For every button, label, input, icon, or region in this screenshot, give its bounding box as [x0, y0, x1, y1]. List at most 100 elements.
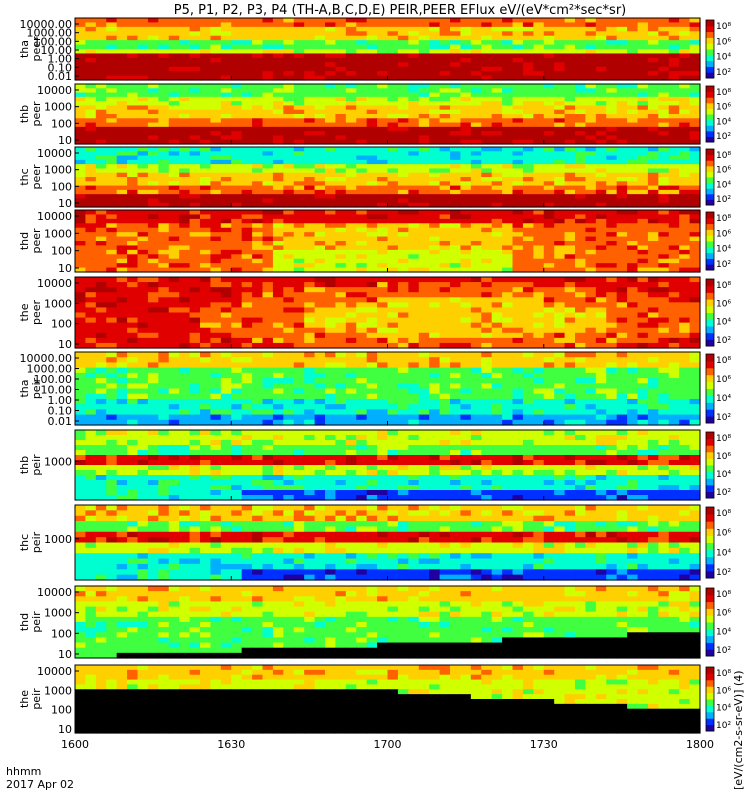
heatmap-cell: [220, 258, 232, 264]
heatmap-cell: [658, 101, 670, 107]
heatmap-cell: [460, 202, 472, 208]
heatmap-cell: [658, 35, 670, 41]
heatmap-cell: [75, 292, 87, 298]
heatmap-cell: [345, 40, 357, 46]
heatmap-cell: [137, 189, 149, 195]
heatmap-cell: [220, 393, 232, 400]
heatmap-cell: [366, 139, 378, 145]
heatmap-cell: [137, 101, 149, 107]
heatmap-cell: [356, 362, 368, 369]
heatmap-cell: [627, 287, 639, 293]
heatmap-cell: [210, 322, 222, 329]
heatmap-cell: [418, 317, 430, 324]
heatmap-cell: [595, 88, 607, 94]
heatmap-cell: [314, 202, 326, 208]
heatmap-cell: [397, 155, 409, 161]
heatmap-cell: [512, 352, 524, 358]
heatmap-cell: [450, 198, 462, 204]
heatmap-cell: [95, 245, 107, 251]
heatmap-cell: [85, 322, 97, 329]
heatmap-cell: [429, 297, 441, 303]
heatmap-cell: [356, 241, 368, 247]
heatmap-cell: [470, 151, 482, 157]
heatmap-cell: [595, 378, 607, 384]
heatmap-cell: [147, 297, 159, 303]
heatmap-cell: [179, 198, 191, 204]
heatmap-cell: [606, 398, 618, 405]
heatmap-cell: [450, 18, 462, 24]
heatmap-cell: [75, 317, 87, 324]
heatmap-cell: [283, 254, 295, 260]
panel-species-label: peer: [30, 164, 43, 190]
heatmap-cell: [106, 337, 118, 344]
heatmap-cell: [668, 227, 680, 233]
heatmap-cell: [585, 88, 597, 94]
heatmap-cell: [75, 35, 87, 41]
heatmap-cell: [533, 287, 545, 293]
heatmap-cell: [304, 210, 316, 216]
heatmap-cell: [606, 227, 618, 233]
heatmap-cell: [147, 245, 159, 251]
heatmap-cell: [168, 147, 180, 152]
heatmap-cell: [377, 114, 389, 119]
heatmap-cell: [502, 210, 514, 216]
heatmap-cell: [418, 40, 430, 46]
heatmap-cell: [397, 287, 409, 293]
heatmap-cell: [543, 367, 555, 374]
heatmap-cell: [418, 35, 430, 41]
heatmap-cell: [220, 372, 232, 379]
heatmap-cell: [283, 227, 295, 233]
heatmap-cell: [95, 322, 107, 329]
heatmap-cell: [522, 172, 534, 178]
heatmap-cell: [241, 312, 253, 319]
heatmap-cell: [210, 88, 222, 94]
heatmap-cell: [470, 232, 482, 238]
heatmap-cell: [95, 122, 107, 128]
heatmap-cell: [106, 159, 118, 165]
heatmap-cell: [116, 151, 128, 157]
heatmap-cell: [231, 352, 243, 358]
heatmap-cell: [189, 147, 201, 152]
heatmap-cell: [168, 126, 180, 132]
heatmap-cell: [210, 22, 222, 28]
heatmap-cell: [429, 75, 441, 81]
heatmap-cell: [356, 388, 368, 395]
heatmap-cell: [116, 327, 128, 334]
heatmap-cell: [335, 71, 347, 77]
heatmap-cell: [658, 57, 670, 63]
heatmap-cell: [689, 135, 701, 141]
heatmap-cell: [460, 198, 472, 204]
heatmap-cell: [293, 159, 305, 165]
heatmap-cell: [168, 218, 180, 224]
heatmap-cell: [304, 101, 316, 107]
heatmap-cell: [543, 236, 555, 242]
heatmap-cell: [158, 49, 170, 55]
heatmap-cell: [460, 62, 472, 68]
heatmap-cell: [481, 263, 493, 269]
heatmap-cell: [147, 357, 159, 364]
heatmap-cell: [220, 317, 232, 324]
heatmap-cell: [533, 393, 545, 400]
heatmap-cell: [533, 40, 545, 46]
heatmap-cell: [647, 202, 659, 208]
heatmap-cell: [179, 101, 191, 107]
heatmap-cell: [522, 398, 534, 405]
heatmap-cell: [137, 164, 149, 170]
heatmap-cell: [429, 92, 441, 98]
heatmap-cell: [210, 114, 222, 119]
heatmap-cell: [533, 227, 545, 233]
heatmap-cell: [106, 302, 118, 309]
heatmap-cell: [272, 263, 284, 269]
heatmap-cell: [106, 307, 118, 314]
heatmap-cell: [304, 367, 316, 374]
heatmap-cell: [283, 327, 295, 334]
heatmap-cell: [564, 245, 576, 251]
heatmap-cell: [627, 254, 639, 260]
colorbar-tick-label: 10⁴: [716, 180, 731, 190]
heatmap-cell: [627, 337, 639, 344]
heatmap-cell: [116, 177, 128, 182]
heatmap-cell: [564, 312, 576, 319]
heatmap-cell: [356, 122, 368, 128]
heatmap-cell: [429, 135, 441, 141]
heatmap-cell: [450, 126, 462, 132]
